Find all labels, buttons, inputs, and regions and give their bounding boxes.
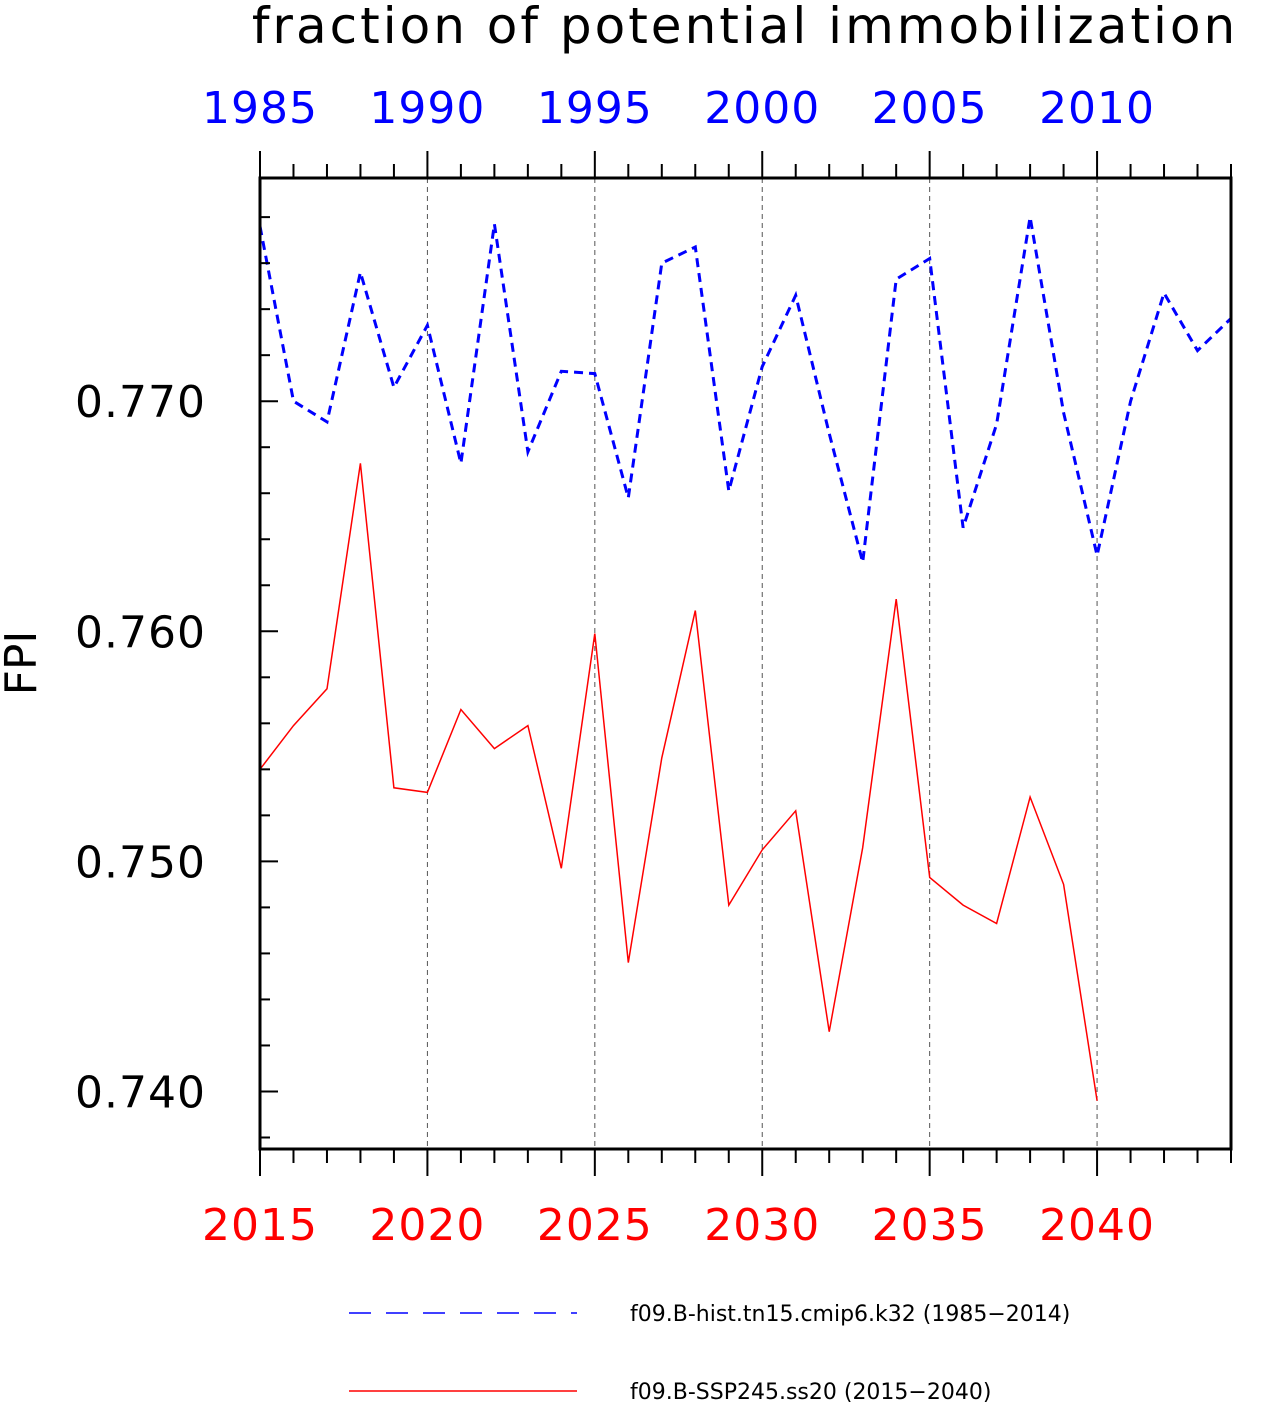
series-lines xyxy=(258,216,1233,1101)
bottom-tick-label-2015: 2015 xyxy=(202,1200,318,1251)
bottom-tick-label-2020: 2020 xyxy=(369,1200,485,1251)
series-line-hist xyxy=(258,216,1233,563)
y-tick-label-0.770: 0.770 xyxy=(75,377,206,428)
chart-title: fraction of potential immobilization xyxy=(252,0,1238,55)
top-tick-label-1995: 1995 xyxy=(537,83,653,134)
axis-ticks xyxy=(259,151,1232,1176)
plot-frame xyxy=(258,176,1233,1151)
legend-label-ssp245: f09.B-SSP245.ss20 (2015−2040) xyxy=(630,1380,991,1405)
y-tick-label-0.740: 0.740 xyxy=(75,1067,206,1118)
series-line-ssp245 xyxy=(259,463,1098,1101)
legend: f09.B-hist.tn15.cmip6.k32 (1985−2014) f09… xyxy=(349,1302,1070,1405)
top-tick-label-1985: 1985 xyxy=(202,83,318,134)
legend-label-hist: f09.B-hist.tn15.cmip6.k32 (1985−2014) xyxy=(630,1302,1070,1327)
y-axis-label: FPI xyxy=(0,631,47,696)
bottom-tick-label-2040: 2040 xyxy=(1039,1200,1155,1251)
bottom-tick-label-2035: 2035 xyxy=(872,1200,988,1251)
top-tick-label-2000: 2000 xyxy=(704,83,820,134)
top-tick-label-1990: 1990 xyxy=(369,83,485,134)
y-tick-label-0.750: 0.750 xyxy=(75,837,206,888)
vertical-grid-lines xyxy=(426,178,1098,1149)
plot-border xyxy=(258,176,1233,1151)
bottom-tick-label-2030: 2030 xyxy=(704,1200,820,1251)
top-tick-label-2010: 2010 xyxy=(1039,83,1155,134)
tick-labels: 0.740 0.750 0.760 0.770 2015 2020 2025 2030 2035… xyxy=(75,83,1155,1251)
top-tick-label-2005: 2005 xyxy=(872,83,988,134)
bottom-tick-label-2025: 2025 xyxy=(537,1200,653,1251)
y-tick-label-0.760: 0.760 xyxy=(75,607,206,658)
